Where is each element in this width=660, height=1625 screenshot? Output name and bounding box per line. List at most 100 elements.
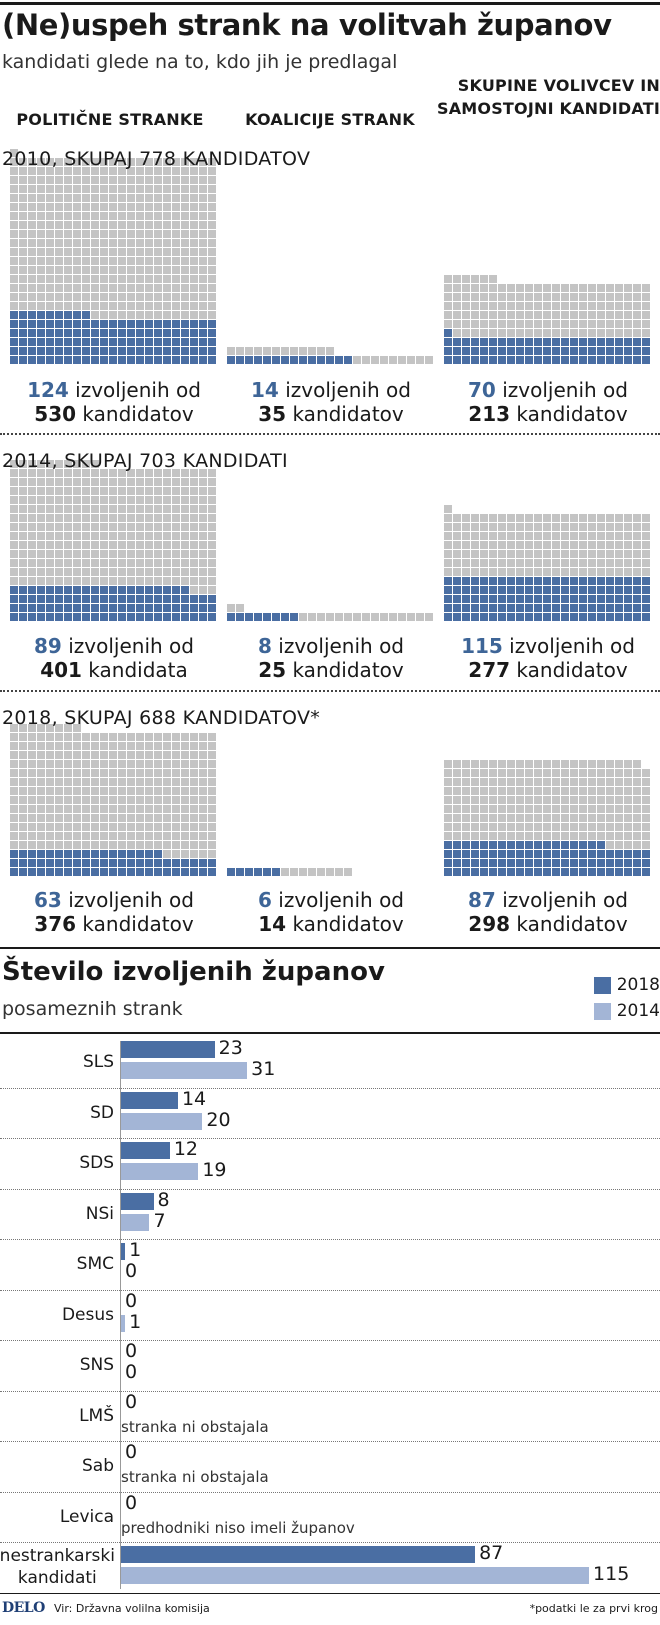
waffle-cell-candidate <box>507 293 515 301</box>
waffle-cell-elected <box>642 347 650 355</box>
waffle-cell-candidate <box>127 832 135 840</box>
waffle-cell-candidate <box>82 460 90 468</box>
waffle-cell-candidate <box>335 868 343 876</box>
waffle-cell-candidate <box>154 167 162 175</box>
waffle-cell-candidate <box>462 769 470 777</box>
waffle-cell-candidate <box>91 760 99 768</box>
waffle-cell-candidate <box>208 478 216 486</box>
waffle-cell-elected <box>19 356 27 364</box>
waffle-cell-candidate <box>55 284 63 292</box>
waffle-cell-elected <box>73 586 81 594</box>
waffle-cell-candidate <box>82 769 90 777</box>
waffle-cell-candidate <box>154 823 162 831</box>
waffle-cell-elected <box>136 859 144 867</box>
waffle-cell-elected <box>208 859 216 867</box>
waffle-cell-candidate <box>37 541 45 549</box>
waffle-cell-candidate <box>597 311 605 319</box>
waffle-cell-elected <box>543 850 551 858</box>
waffle-cell-candidate <box>570 787 578 795</box>
waffle-cell-candidate <box>28 230 36 238</box>
waffle-cell-candidate <box>73 805 81 813</box>
waffle-cell-elected <box>633 859 641 867</box>
waffle-cell-candidate <box>181 293 189 301</box>
waffle-cell-candidate <box>543 823 551 831</box>
waffle-cell-candidate <box>109 505 117 513</box>
waffle-cell-elected <box>82 347 90 355</box>
waffle-cell-candidate <box>28 203 36 211</box>
waffle-cell-candidate <box>136 194 144 202</box>
waffle-cell-candidate <box>498 769 506 777</box>
waffle-cell-candidate <box>471 320 479 328</box>
waffle-cell-elected <box>118 613 126 621</box>
candidate-count: 213 <box>468 402 511 426</box>
waffle-cell-candidate <box>552 805 560 813</box>
waffle-cell-elected <box>570 850 578 858</box>
waffle-cell-candidate <box>127 194 135 202</box>
waffle-cell-candidate <box>136 275 144 283</box>
waffle-cell-elected <box>615 595 623 603</box>
waffle-cell-elected <box>28 868 36 876</box>
waffle-cell-candidate <box>199 541 207 549</box>
waffle-cell-candidate <box>154 832 162 840</box>
waffle-cell-candidate <box>28 805 36 813</box>
waffle-cell-candidate <box>19 541 27 549</box>
waffle-cell-candidate <box>127 230 135 238</box>
waffle-cell-candidate <box>37 760 45 768</box>
waffle-cell-candidate <box>172 284 180 292</box>
waffle-cell-candidate <box>154 787 162 795</box>
waffle-cell-candidate <box>19 742 27 750</box>
waffle-cell-candidate <box>281 868 289 876</box>
elected-count: 115 <box>461 634 503 658</box>
waffle-cell-candidate <box>136 266 144 274</box>
waffle-cell-candidate <box>172 760 180 768</box>
waffle-cell-candidate <box>208 275 216 283</box>
waffle-cell-candidate <box>362 613 370 621</box>
waffle-cell-candidate <box>579 329 587 337</box>
brand-logo: DELO <box>2 1600 45 1616</box>
waffle-cell-candidate <box>73 778 81 786</box>
waffle-cell-candidate <box>10 167 18 175</box>
waffle-cell-candidate <box>190 212 198 220</box>
waffle-cell-candidate <box>55 568 63 576</box>
waffle-cell-candidate <box>615 760 623 768</box>
waffle-cell-candidate <box>633 550 641 558</box>
waffle-cell-candidate <box>46 167 54 175</box>
waffle-cell-elected <box>190 604 198 612</box>
waffle-cell-candidate <box>471 568 479 576</box>
waffle-cell-candidate <box>172 742 180 750</box>
waffle-cell-candidate <box>172 541 180 549</box>
waffle-cell-elected <box>163 356 171 364</box>
waffle-cell-candidate <box>10 751 18 759</box>
waffle-cell-candidate <box>46 469 54 477</box>
waffle-cell-elected <box>100 850 108 858</box>
waffle-cell-candidate <box>10 568 18 576</box>
waffle-cell-candidate <box>46 724 54 732</box>
waffle-cell-elected <box>199 868 207 876</box>
waffle-cell-candidate <box>28 194 36 202</box>
waffle-cell-elected <box>172 859 180 867</box>
waffle-cell-candidate <box>534 796 542 804</box>
waffle-cell-candidate <box>37 248 45 256</box>
waffle-cell-candidate <box>91 505 99 513</box>
waffle-cell-candidate <box>55 176 63 184</box>
candidate-label: kandidatov <box>510 402 628 426</box>
waffle-cell-candidate <box>317 613 325 621</box>
waffle-cell-candidate <box>579 311 587 319</box>
waffle-cell-candidate <box>10 293 18 301</box>
waffle-cell-candidate <box>534 769 542 777</box>
waffle-cell-candidate <box>37 257 45 265</box>
waffle-cell-elected <box>480 356 488 364</box>
waffle-cell-candidate <box>208 221 216 229</box>
waffle-cell-elected <box>561 859 569 867</box>
waffle-cell-elected <box>154 868 162 876</box>
waffle-cell-candidate <box>208 194 216 202</box>
waffle-cell-elected <box>37 329 45 337</box>
waffle-cell-candidate <box>597 284 605 292</box>
waffle-cell-candidate <box>633 787 641 795</box>
waffle-cell-candidate <box>453 329 461 337</box>
waffle-cell-candidate <box>199 586 207 594</box>
waffle-cell-elected <box>516 859 524 867</box>
waffle-cell-candidate <box>534 787 542 795</box>
waffle-cell-candidate <box>73 460 81 468</box>
waffle-cell-candidate <box>64 275 72 283</box>
